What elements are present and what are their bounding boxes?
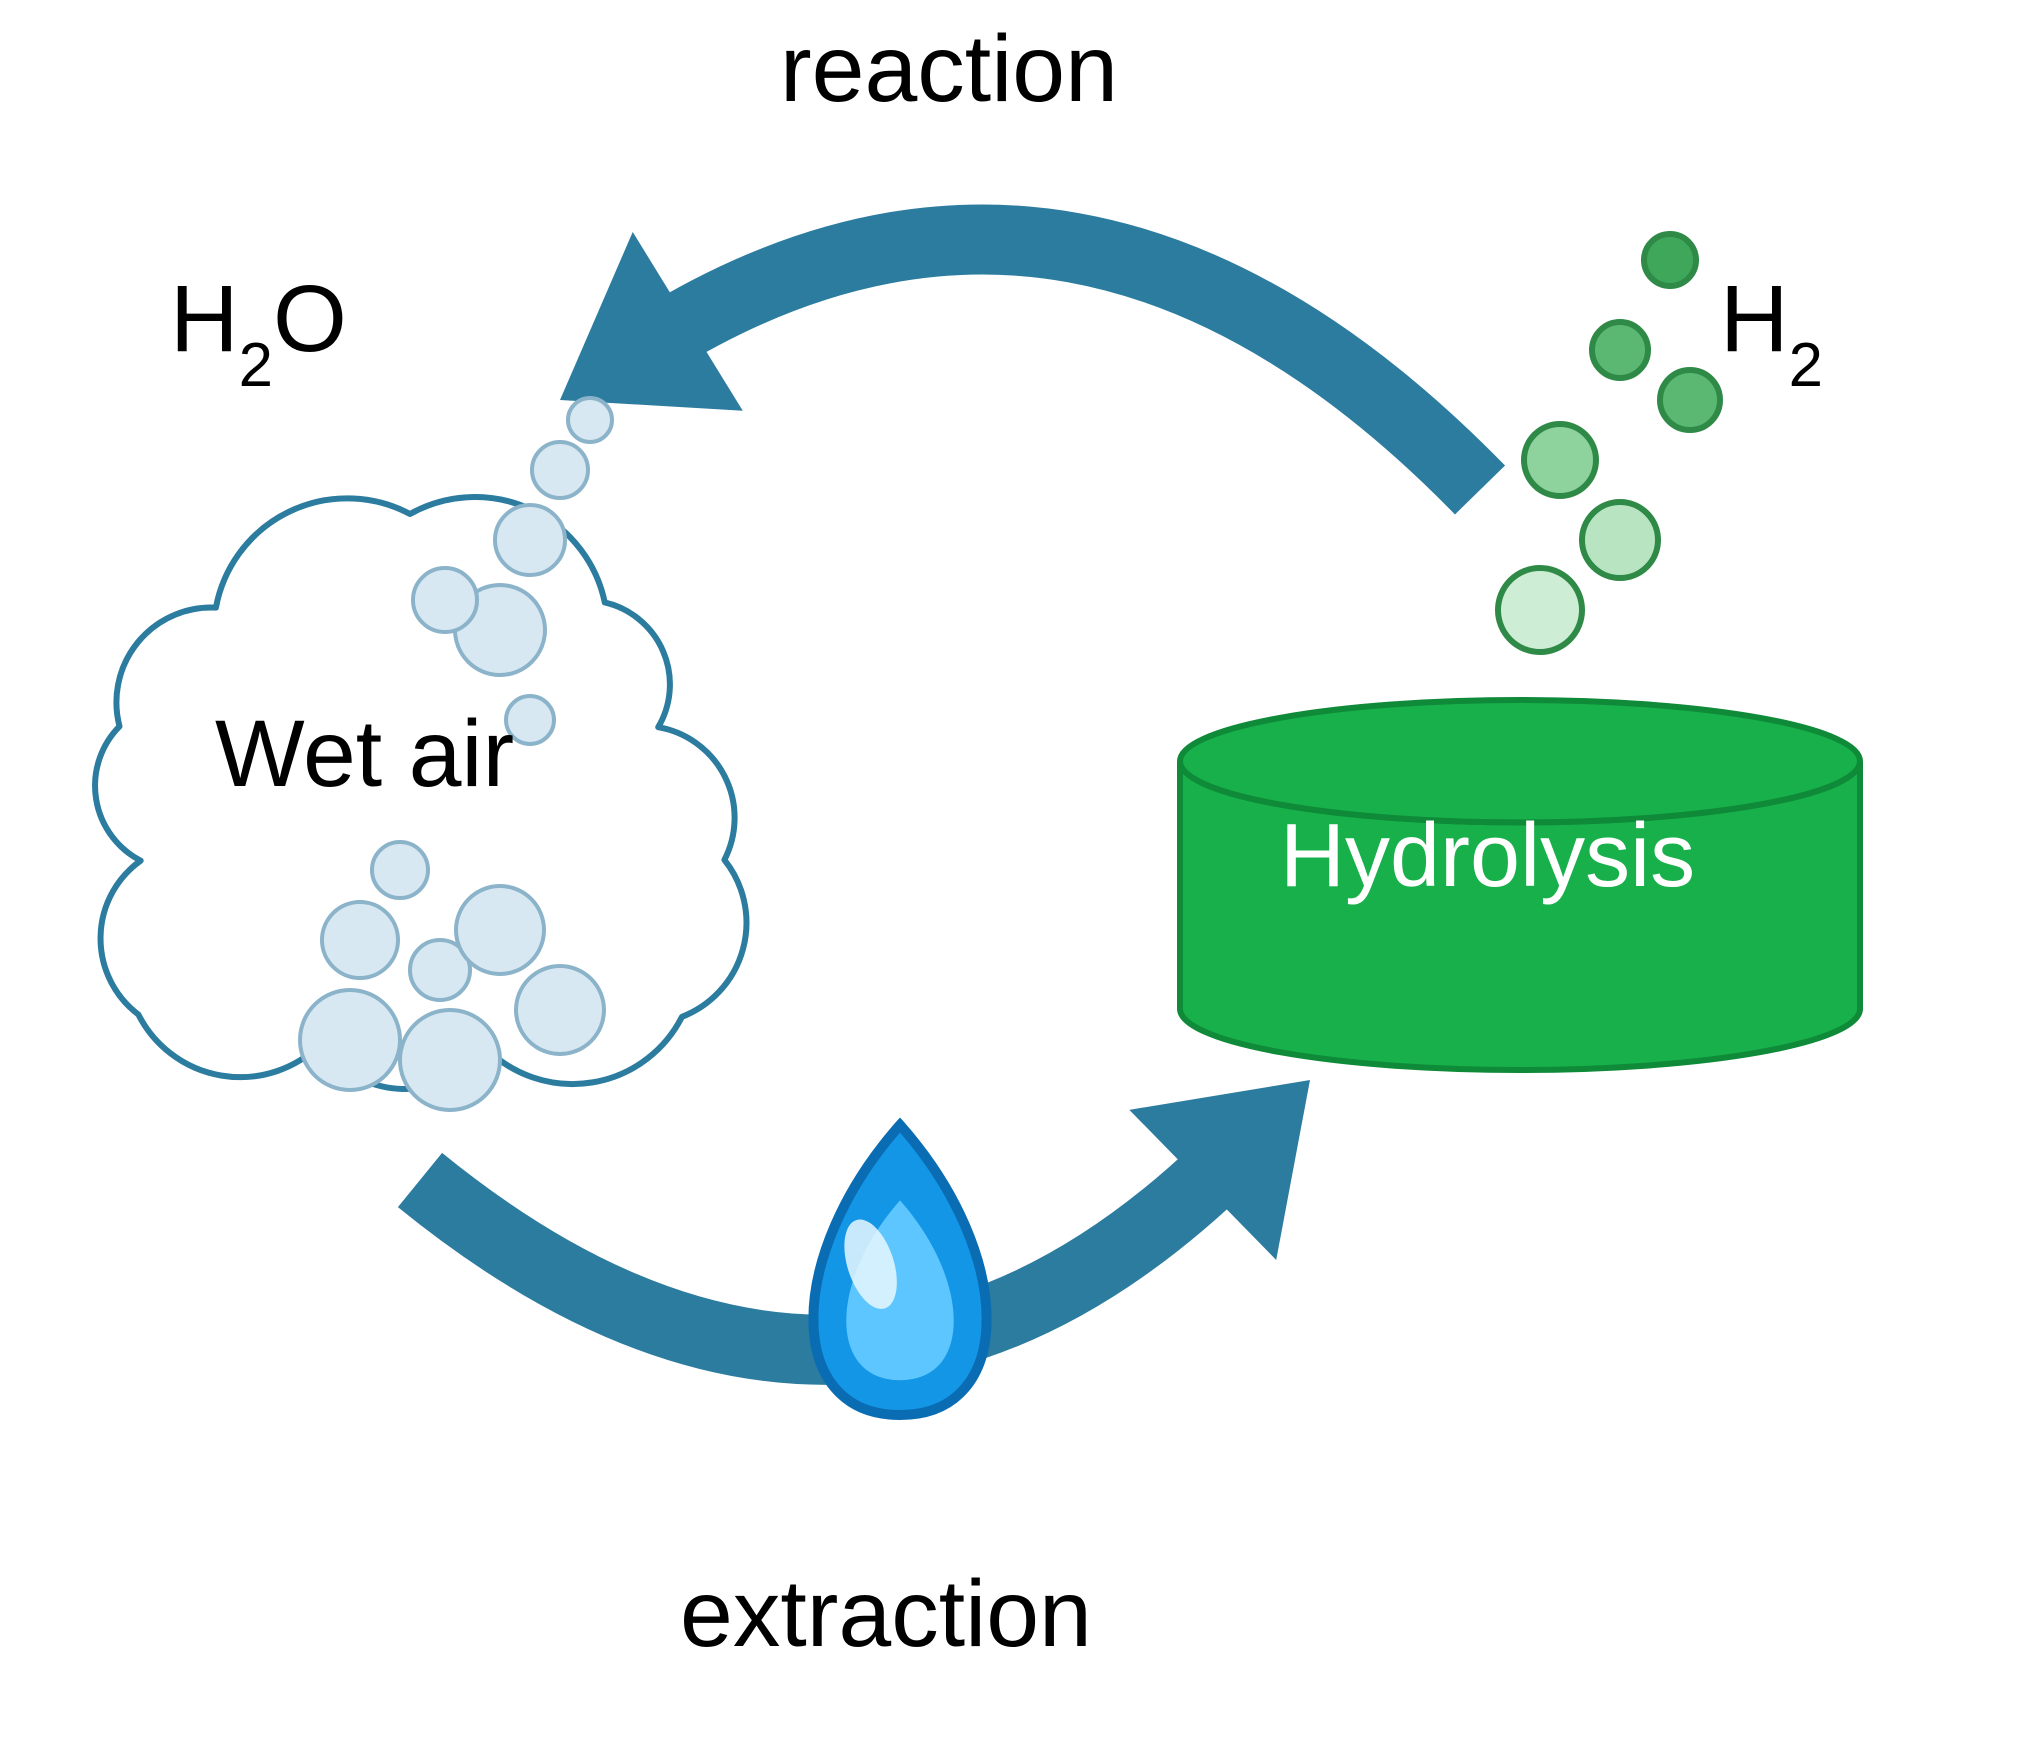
label-hydrolysis: Hydrolysis [1280,805,1695,908]
water-drop-icon [813,1125,986,1415]
label-reaction: reaction [780,15,1118,124]
hydrogen-bubbles [1498,234,1720,652]
diagram-canvas [0,0,2033,1754]
label-h2o: H2O [170,265,347,386]
label-wet-air: Wet air [215,700,514,809]
arrow-reaction [560,232,1480,490]
label-extraction: extraction [680,1560,1092,1669]
label-h2: H2 [1720,265,1823,386]
